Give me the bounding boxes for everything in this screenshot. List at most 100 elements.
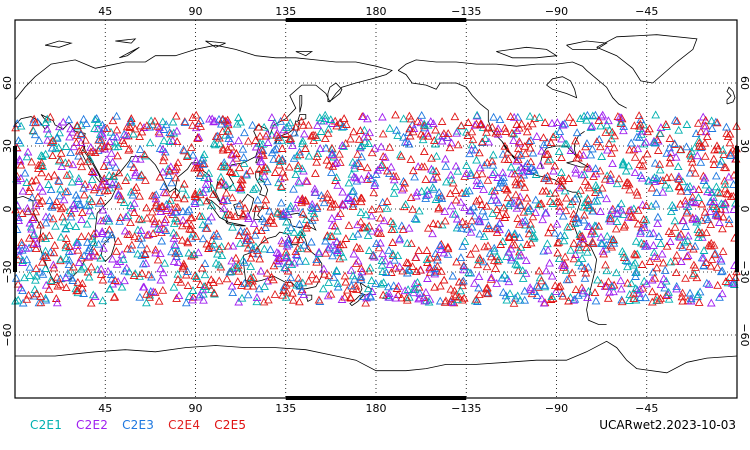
- observation-marker: [349, 249, 359, 258]
- observation-marker: [74, 146, 84, 155]
- observation-marker: [255, 138, 265, 147]
- observation-marker: [419, 119, 429, 128]
- legend-item-c2e2: C2E2: [76, 418, 109, 432]
- observation-marker: [510, 293, 520, 302]
- observation-marker: [112, 259, 122, 268]
- observation-marker: [563, 222, 572, 231]
- observation-marker: [686, 296, 696, 305]
- observation-marker: [576, 185, 585, 194]
- observation-marker: [44, 180, 53, 188]
- observation-marker: [588, 237, 597, 246]
- observation-marker: [463, 118, 473, 126]
- observation-marker: [464, 267, 474, 276]
- observation-marker: [126, 244, 136, 253]
- observation-marker: [503, 147, 513, 156]
- observation-marker: [452, 214, 462, 223]
- lat-label-right: 30: [738, 139, 750, 153]
- observation-marker: [541, 173, 551, 182]
- observation-marker: [115, 216, 124, 225]
- observation-marker: [619, 126, 628, 135]
- observation-marker: [106, 127, 116, 136]
- observation-marker: [206, 275, 216, 284]
- observation-marker: [446, 284, 456, 293]
- observation-marker: [631, 236, 641, 245]
- observation-marker: [287, 260, 297, 269]
- observation-marker: [114, 168, 124, 177]
- observation-marker: [158, 201, 168, 210]
- observation-marker: [353, 256, 363, 265]
- observation-marker: [208, 189, 218, 198]
- observation-marker: [676, 186, 686, 195]
- observation-marker: [110, 142, 120, 151]
- observation-marker: [37, 196, 47, 205]
- observation-marker: [409, 124, 419, 133]
- observation-marker: [260, 244, 269, 253]
- observation-marker: [406, 114, 416, 123]
- observation-marker: [541, 208, 551, 217]
- observation-marker: [718, 212, 728, 221]
- observation-marker: [490, 246, 499, 255]
- observation-marker: [718, 224, 727, 233]
- observation-marker: [313, 120, 322, 129]
- observation-marker: [656, 239, 666, 248]
- observation-marker: [638, 155, 648, 164]
- observation-marker: [363, 114, 372, 123]
- observation-marker: [218, 145, 228, 154]
- observation-marker: [52, 272, 62, 281]
- observation-marker: [224, 134, 234, 143]
- observation-marker: [193, 133, 202, 142]
- observation-marker: [72, 121, 82, 130]
- observation-marker: [16, 173, 26, 182]
- observation-marker: [73, 237, 83, 246]
- observation-marker: [488, 208, 498, 217]
- observation-marker: [371, 169, 381, 178]
- observation-marker: [61, 243, 71, 252]
- observation-marker: [528, 231, 537, 240]
- observation-marker: [53, 281, 63, 290]
- observation-marker: [301, 144, 310, 152]
- observation-marker: [282, 287, 292, 296]
- observation-marker: [532, 131, 542, 140]
- observation-marker: [190, 163, 199, 172]
- observation-marker: [29, 291, 39, 300]
- observation-marker: [666, 257, 676, 266]
- observation-marker: [718, 145, 728, 154]
- observation-marker: [243, 211, 253, 220]
- observation-marker: [363, 175, 372, 183]
- observation-marker: [84, 182, 94, 191]
- observation-marker: [616, 276, 626, 285]
- coastline-segment: [726, 86, 736, 105]
- observation-marker: [400, 137, 410, 146]
- observation-marker: [430, 264, 440, 272]
- observation-marker: [553, 248, 563, 257]
- observation-marker: [356, 275, 366, 284]
- observation-marker: [520, 161, 530, 170]
- observation-marker: [443, 129, 453, 137]
- observation-marker: [37, 257, 47, 266]
- observation-marker: [506, 244, 516, 253]
- observation-marker: [616, 205, 626, 214]
- observation-marker: [160, 217, 169, 226]
- observation-marker: [326, 115, 336, 123]
- observation-marker: [249, 185, 258, 193]
- observation-marker: [131, 154, 141, 163]
- observation-marker: [125, 123, 135, 131]
- observation-marker: [514, 251, 524, 260]
- observation-marker: [299, 290, 309, 299]
- observation-marker: [540, 282, 550, 291]
- observation-marker: [574, 189, 583, 198]
- observation-marker: [495, 218, 505, 227]
- observation-marker: [158, 268, 168, 277]
- observation-marker: [575, 149, 585, 158]
- observation-marker: [64, 247, 74, 256]
- observation-marker: [119, 129, 129, 138]
- observation-marker: [518, 217, 527, 226]
- observation-marker: [655, 165, 665, 174]
- observation-marker: [486, 252, 496, 261]
- observation-marker: [373, 165, 383, 174]
- observation-marker: [194, 292, 204, 301]
- observation-marker: [612, 179, 622, 188]
- observation-marker: [654, 295, 664, 304]
- observation-marker: [378, 112, 387, 121]
- observation-marker: [188, 112, 198, 121]
